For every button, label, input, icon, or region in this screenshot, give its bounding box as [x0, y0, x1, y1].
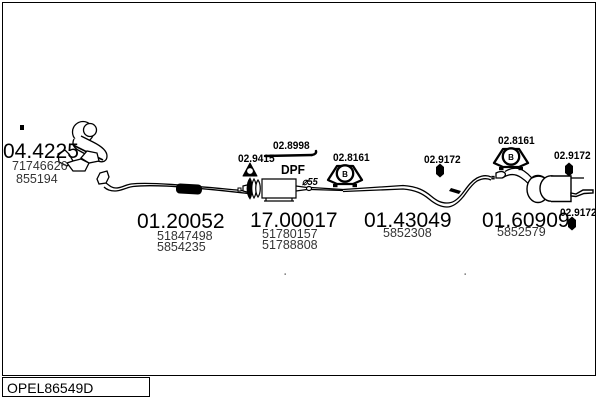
svg-text:B: B	[508, 153, 514, 162]
svg-text:B: B	[342, 170, 348, 179]
